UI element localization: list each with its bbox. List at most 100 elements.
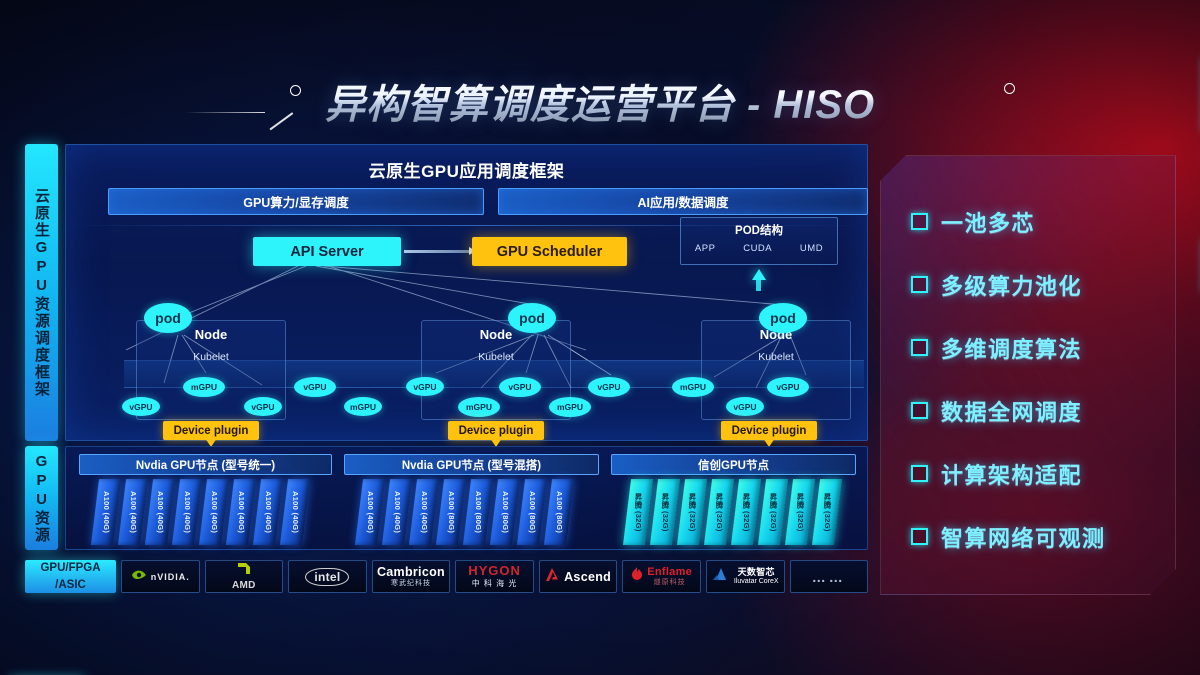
gpu-card-1-3[interactable]: A100 (40G) — [144, 479, 176, 545]
device-plugin-2[interactable]: Device plugin — [448, 421, 544, 440]
vendor-category-label: GPU/FPGA /ASIC — [25, 560, 116, 593]
gpu-card-2-8[interactable]: A100 (80G) — [543, 479, 575, 545]
vgpu-pill-3-3[interactable]: vGPU — [767, 377, 809, 397]
gpu-card-1-4[interactable]: A100 (40G) — [171, 479, 203, 545]
vendor-iluvatar-sub: Iluvatar CoreX — [733, 577, 779, 585]
gpu-card-1-6[interactable]: A100 (40G) — [225, 479, 257, 545]
enflame-flame-icon — [631, 567, 643, 586]
vgpu-pill-3-2[interactable]: vGPU — [726, 397, 764, 416]
node-kubelet-1: Kubelet — [193, 351, 229, 363]
gpu-card-3-7[interactable]: 昇腾 (32G) — [784, 479, 816, 545]
feature-item-1[interactable]: 一池多芯 — [911, 190, 1161, 253]
vendor-iluvatar[interactable]: 天数智芯 Iluvatar CoreX — [705, 560, 785, 593]
node-title-2: Node — [479, 327, 513, 342]
checkbox-icon-2[interactable] — [911, 276, 928, 293]
gpu-card-1-5[interactable]: A100 (40G) — [198, 479, 230, 545]
gpu-card-label: A100 (40G) — [290, 490, 300, 534]
mgpu-pill-2-2[interactable]: mGPU — [458, 397, 500, 417]
gpu-card-2-3[interactable]: A100 (40G) — [408, 479, 440, 545]
pod-pill-1[interactable]: pod — [144, 303, 192, 333]
checkbox-icon-3[interactable] — [911, 339, 928, 356]
gpu-card-2-2[interactable]: A100 (40G) — [381, 479, 413, 545]
iluvatar-mountain-icon — [712, 567, 730, 586]
vgpu-pill-2-5[interactable]: vGPU — [588, 377, 630, 397]
pod-pill-3[interactable]: pod — [759, 303, 807, 333]
gpu-card-3-6[interactable]: 昇腾 (32G) — [757, 479, 789, 545]
vgpu-pill-2-3[interactable]: vGPU — [499, 377, 541, 397]
vgpu-pill-1-4[interactable]: vGPU — [294, 377, 336, 397]
gpu-card-1-1[interactable]: A100 (40G) — [90, 479, 122, 545]
vendor-intel-label: intel — [305, 567, 350, 586]
node-kubelet-3: Kubelet — [758, 351, 794, 363]
vendor-category-line1: GPU/FPGA — [40, 561, 101, 574]
gpu-card-1-8[interactable]: A100 (40G) — [279, 479, 311, 545]
vgpu-pill-1-3[interactable]: vGPU — [244, 397, 282, 416]
vendor-enflame[interactable]: Enflame 燧原科技 — [622, 560, 701, 593]
feature-item-4[interactable]: 数据全网调度 — [911, 379, 1161, 442]
gpu-card-1-7[interactable]: A100 (40G) — [252, 479, 284, 545]
vendor-amd[interactable]: AMD — [204, 560, 284, 593]
gpu-card-3-8[interactable]: 昇腾 (32G) — [811, 479, 843, 545]
gpu-card-2-7[interactable]: A100 (80G) — [516, 479, 548, 545]
mgpu-pill-1-2[interactable]: mGPU — [183, 377, 225, 397]
vendor-nvidia[interactable]: nVIDIA. — [121, 560, 200, 593]
checkbox-icon-6[interactable] — [911, 528, 928, 545]
gpu-card-label: 昇腾 (32G) — [687, 492, 697, 532]
pod-pill-2[interactable]: pod — [508, 303, 556, 333]
bar-gpu-compute-scheduling[interactable]: GPU算力/显存调度 — [108, 188, 484, 215]
vgpu-pill-2-1[interactable]: vGPU — [406, 377, 444, 396]
gpu-node-header-1[interactable]: Nvdia GPU节点 (型号统一) — [79, 454, 332, 475]
gpu-card-group-1: A100 (40G) A100 (40G) A100 (40G) A100 (40G)… — [90, 479, 311, 545]
gpu-card-label: A100 (80G) — [446, 490, 456, 534]
vgpu-pill-1-1[interactable]: vGPU — [122, 397, 160, 416]
nvidia-eye-icon — [131, 568, 147, 586]
gpu-card-3-4[interactable]: 昇腾 (32G) — [703, 479, 735, 545]
gpu-card-label: A100 (40G) — [263, 490, 273, 534]
checkbox-icon-1[interactable] — [911, 213, 928, 230]
gpu-card-2-4[interactable]: A100 (80G) — [435, 479, 467, 545]
feature-item-6[interactable]: 智算网络可观测 — [911, 505, 1161, 568]
device-plugin-1[interactable]: Device plugin — [163, 421, 259, 440]
vendor-hygon[interactable]: HYGON 中 科 海 光 — [455, 560, 534, 593]
ascend-logo-icon — [545, 567, 560, 587]
checkbox-icon-4[interactable] — [911, 402, 928, 419]
gpu-card-2-1[interactable]: A100 (40G) — [354, 479, 386, 545]
gpu-card-3-2[interactable]: 昇腾 (32G) — [649, 479, 681, 545]
pod-structure-title: POD结构 — [735, 225, 783, 237]
feature-list: 一池多芯 多级算力池化 多维调度算法 数据全网调度 计算架构适配 智算网络可观测 — [911, 190, 1161, 568]
gpu-card-label: A100 (40G) — [392, 490, 402, 534]
mgpu-pill-2-4[interactable]: mGPU — [549, 397, 591, 417]
gpu-node-header-3[interactable]: 信创GPU节点 — [611, 454, 856, 475]
feature-label-1: 一池多芯 — [941, 210, 1036, 236]
pod-structure-items: APP CUDA UMD — [681, 243, 837, 254]
gpu-resource-panel: Nvdia GPU节点 (型号统一) Nvdia GPU节点 (型号混搭) 信创… — [65, 446, 868, 550]
gpu-card-label: A100 (80G) — [473, 490, 483, 534]
api-server-box[interactable]: API Server — [253, 237, 401, 266]
device-plugin-3[interactable]: Device plugin — [721, 421, 817, 440]
gpu-card-2-5[interactable]: A100 (80G) — [462, 479, 494, 545]
mgpu-pill-3-1[interactable]: mGPU — [672, 377, 714, 397]
gpu-scheduler-box[interactable]: GPU Scheduler — [472, 237, 627, 266]
vendor-ascend[interactable]: Ascend — [538, 560, 618, 593]
checkbox-icon-5[interactable] — [911, 465, 928, 482]
framework-panel: 云原生GPU应用调度框架 GPU算力/显存调度 AI应用/数据调度 — [65, 144, 868, 447]
gpu-card-label: A100 (40G) — [182, 490, 192, 534]
vendor-more[interactable]: …… — [789, 560, 869, 593]
gpu-card-3-3[interactable]: 昇腾 (32G) — [676, 479, 708, 545]
gpu-card-3-5[interactable]: 昇腾 (32G) — [730, 479, 762, 545]
feature-item-5[interactable]: 计算架构适配 — [911, 442, 1161, 505]
gpu-card-1-2[interactable]: A100 (40G) — [117, 479, 149, 545]
gpu-card-group-2: A100 (40G) A100 (40G) A100 (40G) A100 (80G)… — [354, 479, 575, 545]
feature-item-3[interactable]: 多维调度算法 — [911, 316, 1161, 379]
vendor-cambricon[interactable]: Cambricon 寒武纪科技 — [371, 560, 451, 593]
vendor-intel[interactable]: intel — [288, 560, 367, 593]
bar-ai-data-scheduling[interactable]: AI应用/数据调度 — [498, 188, 868, 215]
sidebar-tab-framework: 云原生GPU资源调度框架 — [25, 144, 58, 441]
gpu-card-3-1[interactable]: 昇腾 (32G) — [622, 479, 654, 545]
gpu-node-header-2[interactable]: Nvdia GPU节点 (型号混搭) — [344, 454, 599, 475]
mgpu-pill-1-5[interactable]: mGPU — [344, 397, 382, 416]
feature-item-2[interactable]: 多级算力池化 — [911, 253, 1161, 316]
gpu-card-2-6[interactable]: A100 (80G) — [489, 479, 521, 545]
gpu-card-label: A100 (80G) — [500, 490, 510, 534]
vendor-enflame-label: Enflame — [647, 566, 693, 579]
